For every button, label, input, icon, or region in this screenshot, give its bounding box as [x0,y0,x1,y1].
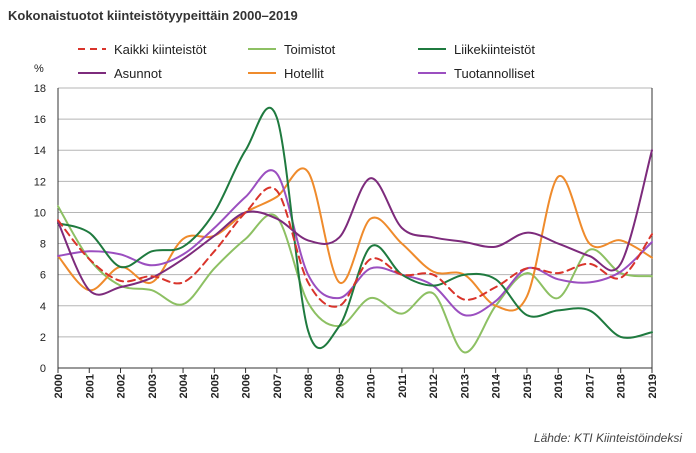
series-line-hotellit [57,167,653,312]
series-lines [57,106,653,354]
x-tick-label: 2016 [553,374,565,398]
x-tick-label: 2005 [209,374,221,398]
x-tick-label: 2010 [366,374,378,398]
legend-label: Kaikki kiinteistöt [114,42,207,57]
legend-label: Tuotannolliset [454,66,535,81]
legend: Kaikki kiinteistöt Toimistot Liikekiinteis… [78,42,535,81]
y-tick-label: 10 [34,207,46,219]
x-tick-label: 2013 [459,374,471,398]
y-axis-label: % [34,63,44,75]
y-tick-label: 2 [40,332,46,344]
legend-label: Liikekiinteistöt [454,42,535,57]
y-tick-label: 4 [40,301,46,313]
series-line-tuotannolliset [57,169,653,317]
legend-label: Asunnot [114,66,162,81]
source-note: Lähde: KTI Kiinteistöindeksi [533,431,682,445]
y-tick-label: 12 [34,176,46,188]
y-tick-label: 14 [34,145,46,157]
axes [57,88,653,369]
y-tick-label: 18 [34,83,46,95]
x-tick-label: 2006 [241,374,253,398]
y-tick-labels: 0 2 4 6 8 10 12 14 16 18 [34,83,46,375]
y-tick-label: 6 [40,270,46,282]
x-tick-label: 2011 [397,374,409,398]
y-tick-label: 0 [40,363,46,375]
x-tick-label: 2012 [428,374,440,398]
x-tick-label: 2018 [616,374,628,398]
x-tick-label: 2003 [147,374,159,398]
series-line-liikekiinteistöt [57,106,653,350]
x-tick-label: 2017 [584,374,596,398]
x-tick-label: 2007 [272,374,284,398]
legend-label: Toimistot [284,42,336,57]
series-line-kaikki-kiinteistöt [57,186,653,308]
x-tick-label: 2019 [647,374,659,398]
x-tick-label: 2008 [303,374,315,398]
legend-label: Hotellit [284,66,324,81]
gridlines [58,87,652,369]
y-tick-label: 8 [40,239,46,251]
chart-title: Kokonaistuotot kiinteistötyypeittäin 200… [8,8,298,23]
x-tick-label: 2004 [178,373,190,398]
series-line-toimistot [57,205,653,354]
x-tick-label: 2002 [116,374,128,398]
x-tick-label: 2001 [84,374,96,398]
x-tick-label: 2015 [522,374,534,398]
x-tick-label: 2009 [334,374,346,398]
x-tick-label: 2014 [491,373,503,398]
x-tick-label: 2000 [53,374,65,398]
y-tick-label: 16 [34,114,46,126]
x-tick-labels: 2000 2001 2002 2003 2004 2005 2006 2007 2008 2009… [53,368,659,398]
